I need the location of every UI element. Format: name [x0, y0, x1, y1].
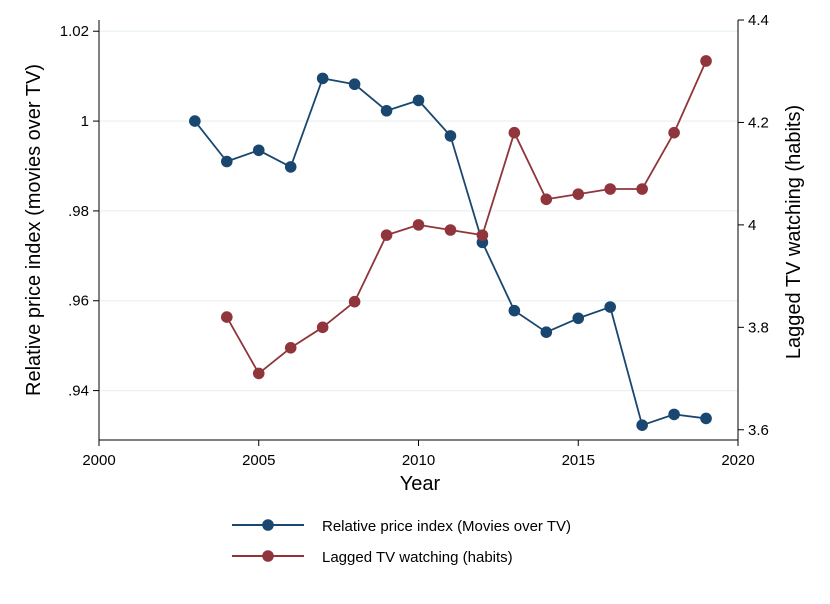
- data-point-price-index-2006: [284, 161, 297, 173]
- data-point-tv-watching-2014: [540, 193, 553, 206]
- data-point-price-index-2013: [508, 304, 521, 317]
- data-point-price-index-2018: [668, 408, 680, 421]
- data-point-tv-watching-2012: [476, 229, 489, 241]
- right-tick-label-4: 4: [748, 217, 756, 234]
- x-tick-label-2020: 2020: [721, 452, 754, 469]
- data-point-tv-watching-2009: [380, 229, 393, 241]
- x-axis-ticks: 2000 2005 2010 2015 2020: [82, 440, 755, 469]
- x-tick-label-2010: 2010: [402, 452, 435, 469]
- data-point-price-index-2007: [316, 72, 329, 85]
- x-axis-title: Year: [400, 473, 441, 495]
- data-point-price-index-2019: [700, 412, 712, 425]
- x-tick-label-2000: 2000: [82, 452, 115, 469]
- series-layer: [189, 55, 712, 431]
- data-point-price-index-2008: [348, 78, 361, 91]
- left-tick-label-1: 1: [81, 113, 89, 130]
- data-point-tv-watching-2006: [284, 342, 297, 354]
- left-axis-ticks: .94 .96 .98 1 1.02: [60, 23, 99, 400]
- data-point-price-index-2009: [380, 104, 393, 117]
- left-tick-label-1-02: 1.02: [60, 23, 89, 40]
- x-tick-label-2005: 2005: [242, 452, 275, 469]
- right-tick-label-4-2: 4.2: [748, 114, 769, 131]
- data-point-price-index-2004: [221, 155, 233, 168]
- data-point-price-index-2011: [444, 130, 457, 142]
- data-point-price-index-2016: [604, 301, 616, 313]
- gridlines: [99, 30, 738, 392]
- data-point-tv-watching-2018: [668, 126, 680, 139]
- data-point-price-index-2014: [540, 326, 553, 338]
- data-point-tv-watching-2017: [636, 183, 648, 195]
- legend-marker-tv-watching: [262, 550, 274, 562]
- series-tv-watching: [221, 55, 712, 380]
- data-point-price-index-2003: [189, 115, 201, 127]
- legend-item-price-index: Relative price index (Movies over TV): [232, 518, 571, 535]
- data-point-price-index-2017: [636, 419, 648, 431]
- legend-label-price-index: Relative price index (Movies over TV): [322, 518, 571, 535]
- data-point-tv-watching-2019: [700, 55, 712, 67]
- data-point-tv-watching-2008: [348, 295, 361, 308]
- data-point-tv-watching-2004: [221, 311, 233, 323]
- data-point-price-index-2015: [572, 312, 585, 325]
- left-tick-label-98: .98: [68, 203, 89, 220]
- right-tick-label-3-6: 3.6: [748, 422, 769, 439]
- data-point-tv-watching-2010: [412, 219, 425, 231]
- right-axis-title: Lagged TV watching (habits): [783, 105, 805, 359]
- series-line-tv-watching: [226, 60, 707, 375]
- data-point-tv-watching-2007: [316, 321, 329, 334]
- right-axis-ticks: 3.6 3.8 4 4.2 4.4: [738, 12, 769, 439]
- data-point-tv-watching-2015: [572, 188, 585, 200]
- left-tick-label-96: .96: [68, 293, 89, 310]
- data-point-tv-watching-2011: [444, 224, 457, 236]
- data-point-price-index-2005: [252, 144, 265, 157]
- legend-label-tv-watching: Lagged TV watching (habits): [322, 549, 513, 566]
- right-tick-label-4-4: 4.4: [748, 12, 769, 29]
- data-point-tv-watching-2013: [508, 126, 521, 139]
- left-axis-title: Relative price index (movies over TV): [23, 64, 45, 396]
- series-price-index: [189, 72, 712, 431]
- x-tick-label-2015: 2015: [562, 452, 595, 469]
- legend: Relative price index (Movies over TV) La…: [232, 518, 571, 566]
- legend-marker-price-index: [262, 519, 274, 531]
- data-point-tv-watching-2016: [604, 183, 616, 195]
- data-point-tv-watching-2005: [252, 367, 265, 380]
- left-tick-label-94: .94: [68, 383, 89, 400]
- data-point-price-index-2010: [412, 94, 425, 107]
- right-tick-label-3-8: 3.8: [748, 319, 769, 336]
- legend-item-tv-watching: Lagged TV watching (habits): [232, 549, 513, 566]
